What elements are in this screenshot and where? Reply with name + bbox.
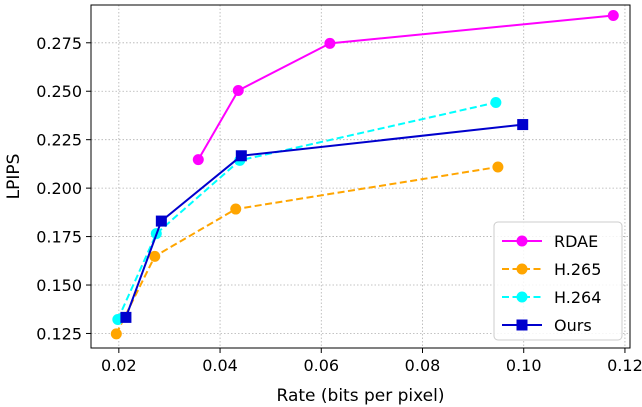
data-point	[517, 119, 529, 131]
series-line-ours	[124, 123, 523, 318]
series-rdae	[192, 9, 619, 166]
data-point	[490, 96, 502, 108]
y-tick-label: 0.125	[36, 324, 82, 343]
data-point	[155, 215, 167, 227]
series-line-rdae	[197, 14, 614, 161]
legend-marker	[516, 235, 528, 247]
legend-box	[493, 221, 623, 341]
x-axis-label: Rate (bits per pixel)	[277, 386, 445, 406]
legend-label: Ours	[554, 316, 592, 335]
series-lines	[110, 9, 619, 340]
x-tick-label: 0.08	[405, 356, 441, 375]
x-tick-label: 0.06	[303, 356, 339, 375]
legend-item: H.265	[502, 260, 601, 279]
legend-item: RDAE	[502, 232, 598, 251]
data-point	[492, 161, 504, 173]
series-h-265	[110, 161, 504, 340]
x-tick-label: 0.12	[607, 356, 642, 375]
legend-marker	[516, 263, 528, 275]
plot-area-frame	[90, 4, 631, 349]
axis-ticks: 0.02 0.04 0.06 0.08 0.10 0.12 0.125 0.150 0.175 0…	[36, 34, 642, 375]
legend-item: Ours	[502, 316, 592, 335]
series-line-h-265	[115, 166, 499, 335]
legend-marker	[516, 319, 528, 331]
data-point	[235, 150, 247, 162]
y-tick-label: 0.175	[36, 228, 82, 247]
y-tick-label: 0.275	[36, 34, 82, 53]
data-point	[110, 328, 122, 340]
y-tick-label: 0.200	[36, 179, 82, 198]
legend-item: H.264	[502, 288, 601, 307]
data-point	[232, 84, 244, 96]
legend-label: H.264	[554, 288, 601, 307]
x-tick-label: 0.02	[101, 356, 137, 375]
legend-marker	[516, 291, 528, 303]
y-tick-label: 0.225	[36, 131, 82, 150]
data-point	[192, 154, 204, 166]
y-axis-label: LPIPS	[4, 154, 24, 200]
x-tick-label: 0.04	[202, 356, 238, 375]
legend-label: RDAE	[554, 232, 598, 251]
data-point	[120, 311, 132, 323]
series-line-h-264	[116, 101, 497, 320]
y-tick-label: 0.150	[36, 276, 82, 295]
data-point	[149, 250, 161, 262]
series-h-264	[112, 96, 502, 326]
data-point	[324, 37, 336, 49]
legend-label: H.265	[554, 260, 601, 279]
data-point	[607, 9, 619, 21]
y-tick-label: 0.250	[36, 82, 82, 101]
legend: RDAE H.265 H.264 Ours	[493, 221, 623, 341]
data-point	[230, 203, 242, 215]
x-tick-label: 0.10	[506, 356, 542, 375]
series-ours	[120, 119, 529, 323]
